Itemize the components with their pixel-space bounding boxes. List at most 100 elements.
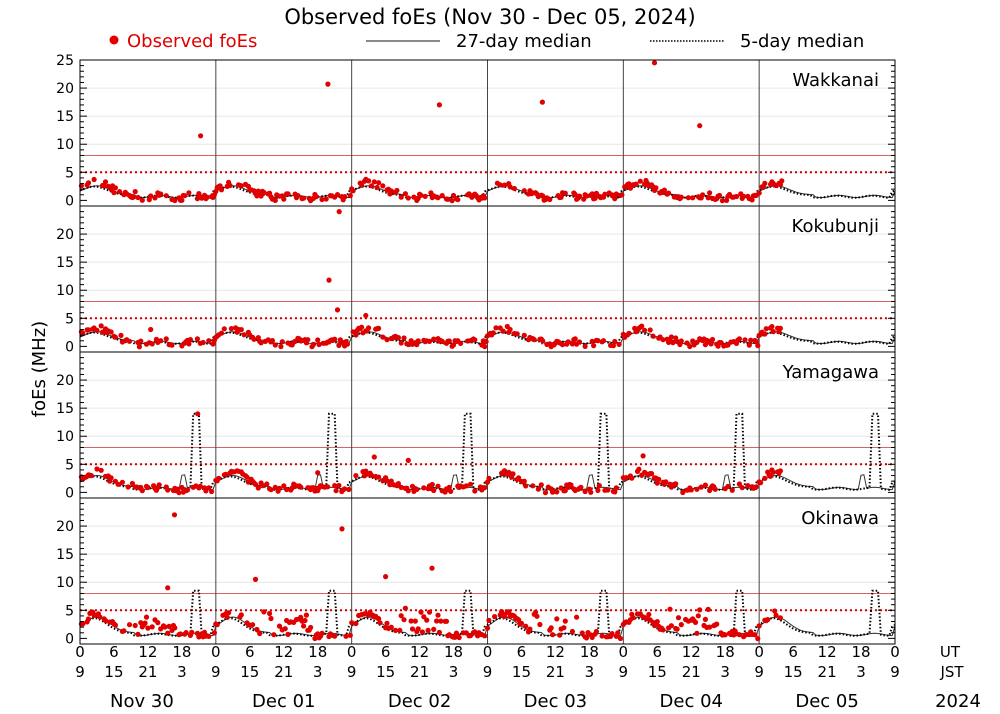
observed-point — [709, 336, 716, 343]
y-tick-label: 10 — [56, 283, 74, 299]
observed-point — [197, 483, 203, 489]
day-label: Dec 03 — [524, 691, 587, 712]
observed-point — [259, 483, 266, 489]
observed-point — [347, 193, 353, 199]
y-tick-label: 0 — [65, 339, 74, 355]
observed-point — [418, 192, 424, 198]
observed-point — [767, 473, 774, 479]
observed-point — [707, 624, 713, 630]
observed-point — [336, 209, 342, 215]
observed-point — [777, 615, 784, 621]
observed-point — [85, 180, 92, 186]
observed-point — [770, 469, 776, 475]
observed-point — [592, 195, 598, 201]
observed-point — [591, 343, 597, 349]
observed-point — [629, 475, 635, 481]
observed-point — [486, 617, 492, 624]
observed-point — [165, 630, 171, 636]
observed-point — [736, 336, 743, 342]
observed-point — [646, 611, 652, 618]
observed-point — [163, 336, 169, 342]
observed-point — [649, 471, 655, 477]
observed-point — [482, 633, 488, 639]
observed-point — [350, 188, 356, 194]
x-tick-label-jst: 3 — [177, 663, 187, 681]
observed-point — [94, 327, 100, 333]
x-tick-label-jst: 3 — [585, 663, 595, 681]
observed-point — [675, 615, 682, 621]
observed-point — [762, 331, 768, 337]
observed-point — [388, 188, 394, 194]
observed-point — [574, 614, 580, 620]
x-tick-label-jst: 3 — [856, 663, 866, 681]
observed-point — [667, 606, 673, 612]
observed-point — [342, 486, 348, 492]
x-tick-label-jst: 9 — [619, 663, 629, 681]
observed-point — [334, 307, 341, 313]
jst-label: JST — [939, 663, 964, 681]
observed-point — [702, 616, 709, 623]
observed-point — [663, 479, 669, 485]
observed-point — [602, 191, 608, 197]
observed-point — [80, 621, 86, 627]
observed-point — [380, 183, 386, 189]
observed-point — [383, 574, 389, 580]
observed-point — [258, 193, 264, 199]
observed-point — [705, 606, 711, 613]
observed-point — [514, 331, 520, 337]
observed-point — [558, 194, 564, 200]
observed-point — [238, 327, 244, 333]
observed-point — [482, 485, 488, 491]
y-tick-label: 20 — [56, 373, 74, 389]
observed-point — [129, 480, 135, 487]
observed-point — [593, 628, 600, 635]
observed-point — [363, 312, 369, 319]
observed-point — [278, 343, 284, 350]
day-label: Dec 02 — [388, 691, 451, 712]
observed-point — [165, 585, 171, 591]
observed-point — [753, 339, 759, 345]
x-tick-label-jst: 9 — [890, 663, 900, 681]
observed-point — [112, 622, 118, 628]
observed-point — [445, 196, 451, 202]
observed-point — [435, 195, 441, 201]
observed-point — [223, 471, 229, 477]
observed-point — [98, 323, 104, 329]
observed-point — [702, 342, 709, 348]
observed-point — [579, 630, 585, 636]
observed-point — [523, 623, 529, 629]
legend-median5-label: 5-day median — [740, 31, 864, 52]
y-tick-label: 10 — [56, 429, 74, 445]
observed-point — [501, 182, 508, 188]
observed-point — [656, 476, 662, 482]
observed-point — [434, 618, 440, 624]
observed-point — [670, 340, 676, 346]
observed-point — [171, 512, 178, 518]
observed-point — [615, 630, 621, 636]
observed-point — [267, 610, 273, 617]
legend-median27-label: 27-day median — [456, 31, 592, 52]
observed-point — [736, 632, 743, 638]
observed-point — [206, 338, 212, 344]
observed-point — [244, 474, 250, 480]
observed-point — [85, 616, 92, 622]
observed-point — [612, 196, 618, 202]
observed-point — [770, 329, 776, 335]
observed-point — [456, 634, 462, 641]
observed-point — [595, 338, 601, 344]
observed-point — [281, 483, 287, 489]
observed-point — [172, 197, 178, 204]
observed-point — [739, 485, 745, 491]
observed-point — [183, 630, 189, 636]
observed-point — [206, 633, 212, 640]
observed-point — [94, 466, 100, 472]
observed-point — [619, 192, 625, 198]
observed-point — [554, 489, 560, 495]
observed-point — [450, 342, 457, 348]
observed-point — [80, 330, 86, 336]
observed-point — [148, 326, 154, 333]
observed-point — [527, 626, 533, 632]
observed-point — [506, 609, 512, 615]
observed-point — [429, 565, 435, 571]
observed-point — [218, 187, 225, 193]
